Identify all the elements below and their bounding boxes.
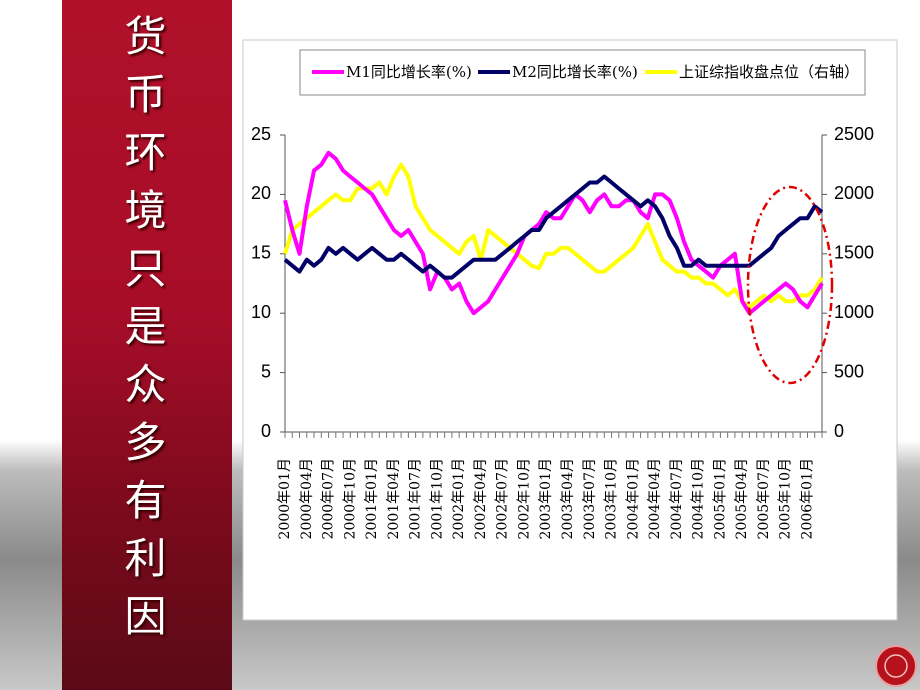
x-tick-label: 2001年10月: [429, 458, 445, 539]
y2-tick-label: 2500: [834, 124, 874, 144]
x-tick-label: 2005年04月: [734, 458, 750, 539]
y-tick-label: 20: [251, 183, 271, 203]
y-tick-label: 5: [261, 361, 271, 381]
x-tick-label: 2001年07月: [408, 458, 424, 539]
chart-panel: [242, 39, 898, 621]
y-tick-label: 15: [251, 243, 271, 263]
x-tick-label: 2003年07月: [582, 458, 598, 539]
x-tick-label: 2002年01月: [451, 458, 467, 539]
annotation-ellipse: [746, 185, 834, 385]
series-line: [283, 150, 824, 316]
y2-tick-label: 1500: [834, 243, 874, 263]
x-tick-label: 2004年07月: [669, 458, 685, 539]
series-line: [283, 174, 824, 280]
x-tick-label: 2002年10月: [516, 458, 532, 539]
x-tick-label: 2004年04月: [647, 458, 663, 539]
x-tick-label: 2004年01月: [625, 458, 641, 539]
y2-tick-label: 2000: [834, 183, 874, 203]
x-tick-label: 2006年01月: [799, 458, 815, 539]
side-text: 货币环境只是众多有利因: [118, 14, 167, 652]
x-tick-label: 2003年10月: [604, 458, 620, 539]
x-tick-label: 2001年04月: [386, 458, 402, 539]
x-tick-label: 2002年07月: [495, 458, 511, 539]
x-tick-label: 2000年04月: [299, 458, 315, 539]
x-tick-label: 2005年10月: [778, 458, 794, 539]
y-tick-label: 0: [261, 421, 271, 441]
x-tick-label: 2002年04月: [473, 458, 489, 539]
legend-label: M2同比增长率(%): [512, 63, 638, 81]
legend-box: [299, 49, 866, 96]
x-tick-label: 2000年07月: [321, 458, 337, 539]
y2-tick-label: 0: [834, 421, 844, 441]
y2-tick-label: 500: [834, 361, 864, 381]
x-tick-label: 2003年01月: [538, 458, 554, 539]
x-tick-label: 2005年01月: [712, 458, 728, 539]
x-tick-label: 2005年07月: [756, 458, 772, 539]
x-tick-label: 2000年10月: [342, 458, 358, 539]
y-tick-label: 10: [251, 302, 271, 322]
x-tick-label: 2001年01月: [364, 458, 380, 539]
x-tick-label: 2000年01月: [277, 458, 293, 539]
y-tick-label: 25: [251, 124, 271, 144]
corner-icon: [875, 645, 917, 687]
legend-label: 上证综指收盘点位（右轴）: [679, 63, 859, 81]
legend-label: M1同比增长率(%): [346, 63, 472, 81]
x-tick-label: 2004年10月: [691, 458, 707, 539]
corner-icon-inner: [884, 654, 908, 678]
y2-tick-label: 1000: [834, 302, 874, 322]
series-line: [283, 162, 824, 310]
side-band: [62, 0, 232, 690]
x-tick-label: 2003年04月: [560, 458, 576, 539]
